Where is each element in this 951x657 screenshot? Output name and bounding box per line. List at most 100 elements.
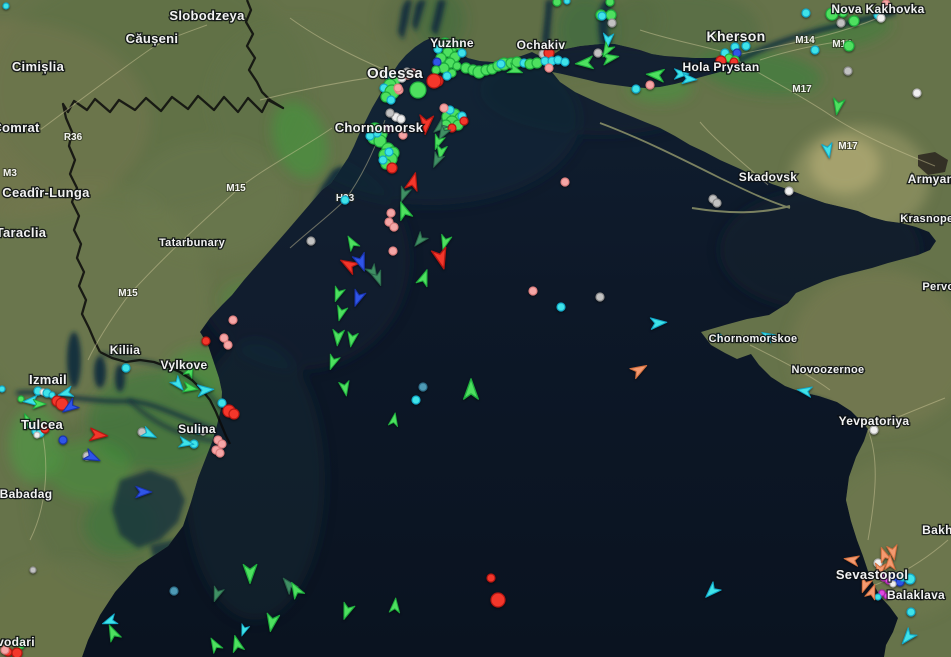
vessel-marker-dot[interactable]: [389, 222, 399, 232]
vessel-marker-dot[interactable]: [365, 131, 375, 141]
vessel-marker-dot[interactable]: [378, 155, 388, 165]
vessel-marker-arrow[interactable]: [325, 353, 341, 371]
vessel-marker-dot[interactable]: [426, 73, 442, 89]
vessel-marker-dot[interactable]: [560, 177, 570, 187]
vessel-marker-arrow[interactable]: [506, 62, 524, 78]
vessel-marker-arrow[interactable]: [20, 412, 36, 430]
vessel-marker-arrow[interactable]: [418, 114, 435, 136]
vessel-marker-dot[interactable]: [223, 340, 233, 350]
vessel-marker-dot[interactable]: [605, 0, 615, 7]
vessel-marker-dot[interactable]: [411, 395, 421, 405]
vessel-marker-arrow[interactable]: [264, 612, 281, 633]
vessel-marker-dot[interactable]: [881, 0, 891, 9]
vessel-marker-arrow[interactable]: [886, 544, 900, 561]
vessel-marker-arrow[interactable]: [370, 269, 386, 287]
vessel-marker-dot[interactable]: [121, 363, 131, 373]
vessel-marker-arrow[interactable]: [429, 151, 445, 170]
vessel-marker-arrow[interactable]: [82, 448, 102, 466]
vessel-marker-dot[interactable]: [29, 566, 37, 574]
vessel-marker-dot[interactable]: [729, 57, 739, 67]
vessel-marker-dot[interactable]: [531, 57, 543, 69]
vessel-marker-dot[interactable]: [869, 425, 879, 435]
vessel-marker-arrow[interactable]: [821, 142, 835, 159]
vessel-marker-dot[interactable]: [825, 7, 839, 21]
vessel-marker-dot[interactable]: [544, 63, 554, 73]
vessel-marker-arrow[interactable]: [60, 397, 80, 417]
vessel-marker-dot[interactable]: [645, 80, 655, 90]
vessel-marker-dot[interactable]: [552, 0, 562, 7]
vessel-marker-dot[interactable]: [0, 385, 6, 393]
vessel-marker-arrow[interactable]: [287, 580, 306, 600]
vessel-marker-dot[interactable]: [874, 593, 882, 601]
vessel-marker-dot[interactable]: [605, 9, 617, 21]
vessel-marker-dot[interactable]: [843, 66, 853, 76]
vessel-marker-dot[interactable]: [876, 13, 886, 23]
vessel-marker-arrow[interactable]: [574, 55, 594, 70]
vessel-marker-dot[interactable]: [459, 116, 469, 126]
vessel-marker-arrow[interactable]: [674, 68, 690, 80]
vessel-marker-arrow[interactable]: [57, 385, 75, 400]
vessel-marker-dot[interactable]: [889, 580, 897, 588]
vessel-marker-arrow[interactable]: [351, 251, 370, 274]
vessel-marker-dot[interactable]: [810, 45, 820, 55]
vessel-marker-arrow[interactable]: [169, 375, 187, 394]
vessel-marker-dot[interactable]: [433, 44, 443, 54]
vessel-marker-arrow[interactable]: [438, 233, 453, 251]
vessel-marker-arrow[interactable]: [32, 398, 47, 410]
vessel-marker-arrow[interactable]: [242, 563, 258, 585]
vessel-marker-arrow[interactable]: [702, 581, 722, 601]
vessel-marker-dot[interactable]: [396, 114, 406, 124]
vessel-marker-arrow[interactable]: [629, 361, 650, 380]
vessel-marker-dot[interactable]: [843, 40, 855, 52]
vessel-marker-arrow[interactable]: [229, 634, 245, 653]
vessel-marker-dot[interactable]: [431, 65, 441, 75]
vessel-marker-dot[interactable]: [33, 431, 41, 439]
vessel-marker-arrow[interactable]: [387, 412, 399, 428]
vessel-marker-arrow[interactable]: [598, 41, 616, 60]
vessel-marker-arrow[interactable]: [345, 331, 359, 348]
vessel-marker-arrow[interactable]: [238, 623, 251, 638]
vessel-marker-dot[interactable]: [442, 71, 452, 81]
vessel-marker-arrow[interactable]: [350, 288, 367, 308]
vessel-marker-arrow[interactable]: [411, 231, 429, 250]
vessel-marker-dot[interactable]: [457, 48, 467, 58]
vessel-marker-dot[interactable]: [836, 18, 846, 28]
vessel-marker-dot[interactable]: [217, 439, 227, 449]
vessel-marker-arrow[interactable]: [140, 426, 159, 443]
vessel-marker-arrow[interactable]: [857, 576, 873, 594]
vessel-marker-arrow[interactable]: [330, 285, 346, 303]
vessel-marker-dot[interactable]: [219, 333, 229, 343]
vessel-marker-arrow[interactable]: [178, 436, 195, 450]
vessel-marker-arrow[interactable]: [396, 185, 412, 203]
vessel-marker-arrow[interactable]: [209, 585, 225, 603]
vessel-marker-dot[interactable]: [439, 103, 449, 113]
vessel-marker-dot[interactable]: [11, 647, 23, 657]
vessel-marker-dot[interactable]: [452, 61, 462, 71]
vessel-marker-arrow[interactable]: [681, 72, 698, 85]
vessel-marker-dot[interactable]: [715, 333, 723, 341]
vessel-marker-dot[interactable]: [48, 391, 56, 399]
vessel-marker-dot[interactable]: [228, 315, 238, 325]
vessel-marker-dot[interactable]: [0, 645, 10, 655]
vessel-marker-dot[interactable]: [906, 607, 916, 617]
vessel-marker-dot[interactable]: [58, 435, 68, 445]
vessel-marker-arrow[interactable]: [601, 51, 620, 66]
vessel-marker-arrow[interactable]: [334, 304, 349, 322]
vessel-marker-dot[interactable]: [883, 592, 891, 600]
vessel-marker-arrow[interactable]: [343, 233, 361, 252]
vessel-marker-dot[interactable]: [40, 424, 50, 434]
vessel-marker-arrow[interactable]: [104, 623, 122, 643]
vessel-marker-dot[interactable]: [784, 186, 794, 196]
vessel-marker-arrow[interactable]: [434, 144, 448, 161]
vessel-marker-arrow[interactable]: [898, 627, 918, 648]
vessel-marker-arrow[interactable]: [796, 384, 813, 398]
vessel-marker-arrow[interactable]: [864, 583, 880, 601]
vessel-marker-dot[interactable]: [741, 41, 751, 51]
vessel-marker-dot[interactable]: [393, 83, 403, 93]
vessel-marker-dot[interactable]: [386, 208, 396, 218]
vessel-marker-dot[interactable]: [801, 8, 811, 18]
vessel-marker-dot[interactable]: [228, 408, 240, 420]
vessel-marker-arrow[interactable]: [645, 68, 665, 83]
vessel-marker-arrow[interactable]: [101, 613, 119, 629]
